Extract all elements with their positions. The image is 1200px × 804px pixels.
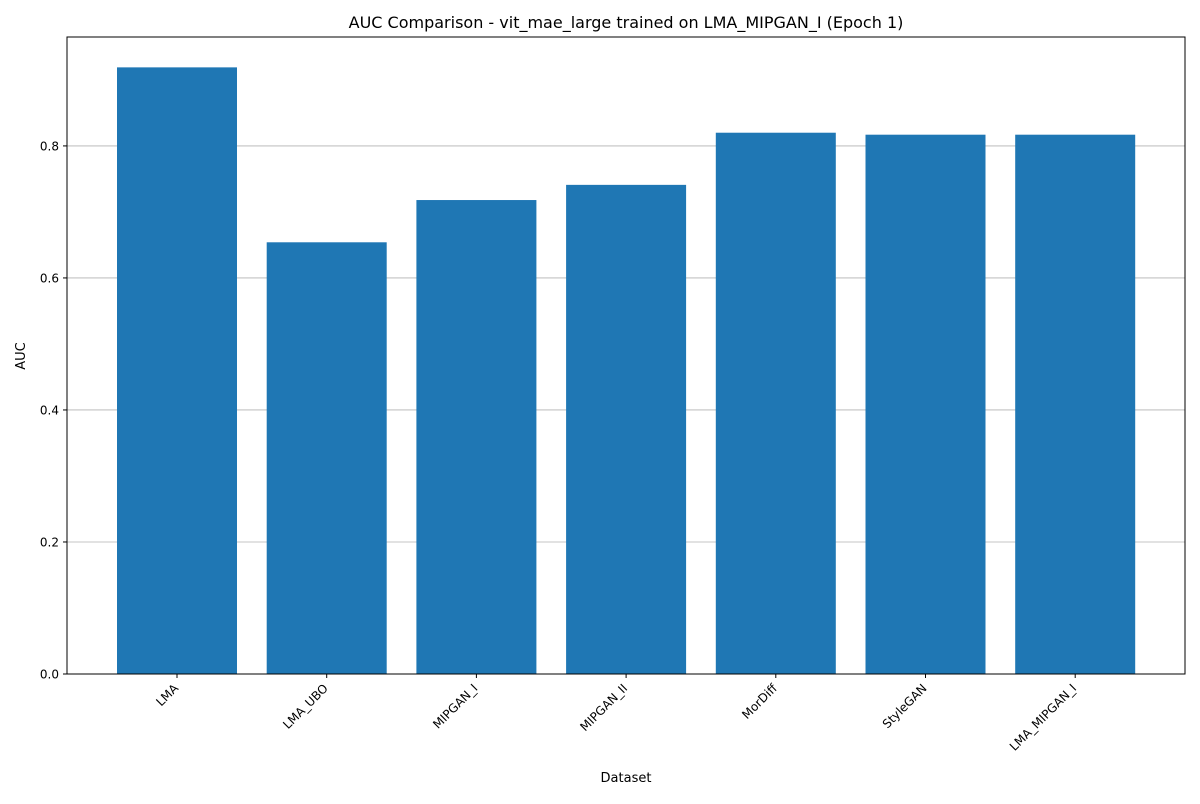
bar-3 (566, 184, 687, 674)
y-tick-label: 0.2 (40, 535, 59, 549)
bar-2 (416, 200, 537, 674)
y-tick-label: 0.4 (40, 403, 59, 417)
y-axis-label: AUC (14, 342, 29, 370)
bar-0 (117, 67, 237, 675)
y-tick-label: 0.0 (40, 668, 59, 682)
x-axis-label: Dataset (601, 771, 652, 786)
y-tick-label: 0.8 (40, 139, 59, 153)
bar-4 (715, 132, 836, 674)
chart-title: AUC Comparison - vit_mae_large trained o… (349, 13, 904, 33)
y-tick-label: 0.6 (40, 271, 59, 285)
bar-6 (1015, 134, 1136, 675)
bar-1 (266, 242, 387, 674)
y-axis-ticks: 0.0 0.2 0.4 0.6 0.8 (40, 139, 67, 682)
bars (117, 67, 1136, 675)
bar-5 (865, 134, 986, 675)
